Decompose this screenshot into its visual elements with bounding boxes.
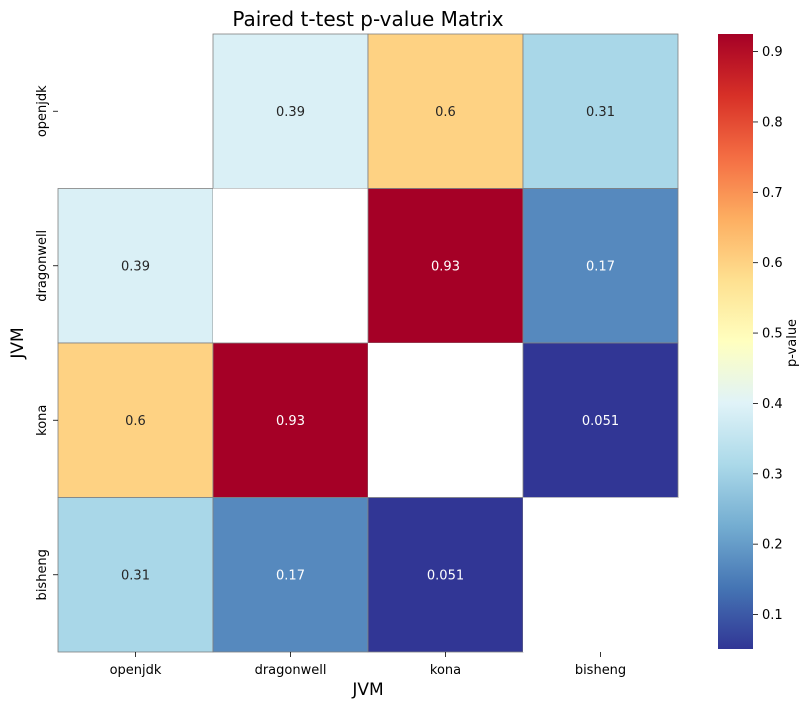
heatmap-cell-masked <box>523 497 678 652</box>
colorbar <box>718 34 753 649</box>
colorbar-tick-label: 0.7 <box>762 186 783 201</box>
colorbar-tick-label: 0.5 <box>762 327 783 342</box>
x-axis-label: JVM <box>351 680 383 700</box>
heatmap-cell <box>522 188 679 344</box>
heatmap-cell <box>57 188 214 344</box>
y-axis-label: JVM <box>8 327 28 359</box>
heatmap-cell <box>57 497 214 653</box>
y-tick-label: kona <box>35 405 50 436</box>
x-tick-label: dragonwell <box>255 663 327 678</box>
heatmap-cell-labels: 0.39 0.6 0.31 0.39 0.93 0.17 0.6 0.93 0.051 0.31 0… <box>121 105 619 584</box>
heatmap-cell-masked <box>58 34 213 189</box>
heatmap-cell <box>367 188 524 344</box>
heatmap-cell-label: 0.051 <box>582 414 619 429</box>
heatmap-cells <box>57 33 679 653</box>
colorbar-tick-label: 0.4 <box>762 397 783 412</box>
colorbar-tick-label: 0.9 <box>762 45 783 60</box>
heatmap-cell-label: 0.31 <box>121 568 150 583</box>
heatmap-cell-masked <box>368 343 523 498</box>
colorbar-ticks: 0.1 0.2 0.3 0.4 0.5 0.6 0.7 0.8 0.9 <box>753 45 783 623</box>
heatmap-cell-label: 0.31 <box>586 105 615 120</box>
y-axis-ticks: openjdk dragonwell kona bisheng <box>35 85 58 600</box>
colorbar-tick-label: 0.6 <box>762 256 783 271</box>
x-tick-label: bisheng <box>575 663 626 678</box>
chart-title: Paired t-test p-value Matrix <box>232 7 503 31</box>
heatmap-cell <box>522 33 679 189</box>
x-tick-label: openjdk <box>110 663 162 678</box>
heatmap-cell <box>212 33 369 189</box>
colorbar-tick-label: 0.8 <box>762 115 783 130</box>
x-axis-ticks: openjdk dragonwell kona bisheng <box>110 652 626 678</box>
heatmap-cell-label: 0.93 <box>431 259 460 274</box>
colorbar-tick-label: 0.3 <box>762 467 783 482</box>
heatmap-cell-label: 0.6 <box>435 105 456 120</box>
y-tick-label: bisheng <box>35 549 50 600</box>
x-tick-label: kona <box>430 663 461 678</box>
heatmap-cell-label: 0.17 <box>276 568 305 583</box>
y-tick-label: dragonwell <box>35 230 50 302</box>
heatmap-cell-label: 0.6 <box>125 414 146 429</box>
heatmap-cell-label: 0.93 <box>276 414 305 429</box>
heatmap-cell <box>367 497 524 653</box>
heatmap-cell <box>212 342 369 498</box>
heatmap-cell-label: 0.17 <box>586 259 615 274</box>
heatmap-cell-masked <box>213 188 368 343</box>
colorbar-tick-label: 0.1 <box>762 608 783 623</box>
heatmap-cell-label: 0.051 <box>427 568 464 583</box>
colorbar-tick-label: 0.2 <box>762 538 783 553</box>
heatmap-cell-label: 0.39 <box>121 259 150 274</box>
colorbar-label: p-value <box>785 319 800 367</box>
heatmap-cell <box>367 33 524 189</box>
y-tick-label: openjdk <box>35 85 50 137</box>
heatmap-cell <box>57 342 214 498</box>
heatmap-cell-label: 0.39 <box>276 105 305 120</box>
